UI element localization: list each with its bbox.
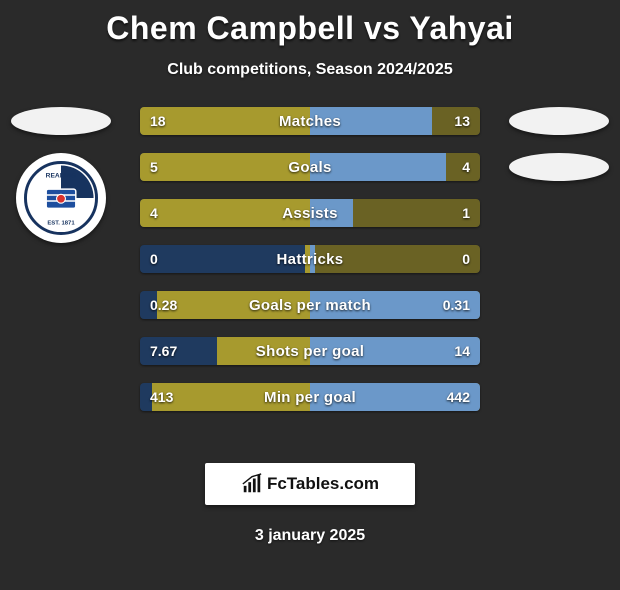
bar-label: Min per goal: [140, 383, 480, 411]
page-title: Chem Campbell vs Yahyai: [0, 10, 620, 47]
bar-value-right: 0.31: [443, 291, 470, 319]
bar-value-left: 0: [150, 245, 158, 273]
stat-row: Assists4 1: [140, 199, 480, 227]
bar-label: Matches: [140, 107, 480, 135]
bar-label: Hattricks: [140, 245, 480, 273]
bar-value-right: 14: [454, 337, 470, 365]
reading-fc-crest-icon: READING EST. 1871: [24, 161, 98, 235]
right-player-slot: [504, 107, 614, 181]
bar-label: Goals: [140, 153, 480, 181]
bar-value-right: 0: [462, 245, 470, 273]
left-player-slot: READING EST. 1871: [6, 107, 116, 243]
svg-text:EST. 1871: EST. 1871: [47, 221, 75, 227]
bar-value-left: 5: [150, 153, 158, 181]
left-nation-flag: [11, 107, 111, 135]
bar-value-left: 0.28: [150, 291, 177, 319]
date-line: 3 january 2025: [0, 527, 620, 545]
brand-text: FcTables.com: [267, 474, 379, 494]
bar-value-left: 7.67: [150, 337, 177, 365]
chart-icon: [241, 473, 263, 495]
bar-value-left: 4: [150, 199, 158, 227]
stat-bars: Matches1813Goals54Assists41Hattricks00Go…: [140, 107, 480, 411]
bar-value-left: 413: [150, 383, 173, 411]
svg-text:READING: READING: [46, 172, 77, 179]
bar-label: Assists: [140, 199, 480, 227]
bar-label: Goals per match: [140, 291, 480, 319]
comparison-arena: READING EST. 1871 Matches1813Goals54Assi…: [0, 107, 620, 437]
stat-row: Goals per match0.28 0.31: [140, 291, 480, 319]
bar-label: Shots per goal: [140, 337, 480, 365]
bar-value-right: 13: [454, 107, 470, 135]
stat-row: Min per goal413 442: [140, 383, 480, 411]
brand-badge: FcTables.com: [205, 463, 415, 505]
subtitle: Club competitions, Season 2024/2025: [0, 61, 620, 79]
bar-value-right: 4: [462, 153, 470, 181]
bar-value-left: 18: [150, 107, 166, 135]
stat-row: Shots per goal7.67 14: [140, 337, 480, 365]
stat-row: Hattricks0 0: [140, 245, 480, 273]
stat-row: Goals5 4: [140, 153, 480, 181]
stat-row: Matches18 13: [140, 107, 480, 135]
right-nation-flag: [509, 107, 609, 135]
right-club-pill: [509, 153, 609, 181]
bar-value-right: 442: [447, 383, 470, 411]
left-club-badge: READING EST. 1871: [16, 153, 106, 243]
bar-value-right: 1: [462, 199, 470, 227]
